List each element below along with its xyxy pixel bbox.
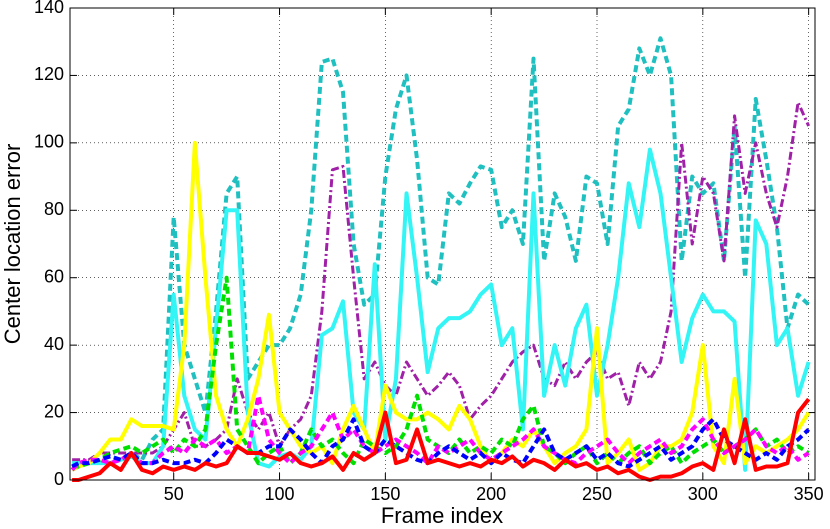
y-tick-label: 60 <box>44 266 64 286</box>
y-tick-label: 0 <box>54 469 64 489</box>
x-tick-label: 300 <box>688 484 718 504</box>
x-tick-label: 200 <box>476 484 506 504</box>
series-line <box>72 397 811 482</box>
series-line <box>71 36 811 472</box>
y-tick-label: 40 <box>44 334 64 354</box>
y-tick-label: 100 <box>34 132 64 152</box>
x-axis-label: Frame index <box>381 503 503 528</box>
x-tick-label: 100 <box>265 484 295 504</box>
x-tick-label: 250 <box>582 484 612 504</box>
y-tick-label: 140 <box>34 0 64 17</box>
y-tick-label: 80 <box>44 199 64 219</box>
series-line <box>72 147 811 472</box>
x-tick-label: 50 <box>164 484 184 504</box>
plot-frame <box>69 7 816 481</box>
series-line <box>70 393 810 472</box>
y-tick-label: 20 <box>44 401 64 421</box>
series-line <box>72 100 811 462</box>
x-tick-label: 350 <box>794 484 824 504</box>
y-tick-label: 120 <box>34 64 64 84</box>
series-line <box>71 140 811 472</box>
x-tick-label: 150 <box>370 484 400 504</box>
y-axis-label: Center location error <box>0 144 25 345</box>
series-line <box>71 417 811 469</box>
